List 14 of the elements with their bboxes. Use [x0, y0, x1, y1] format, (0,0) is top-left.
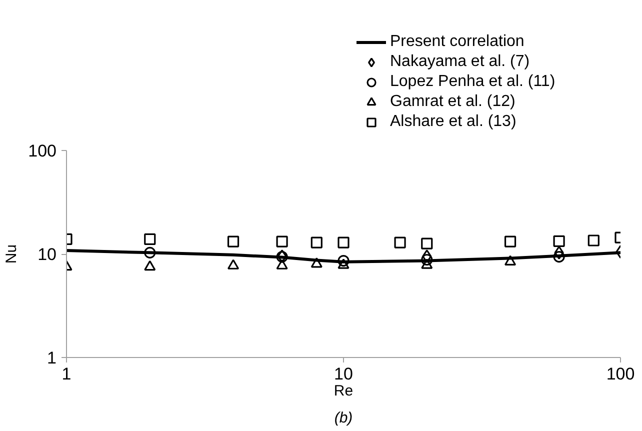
x-tick-label: 1	[62, 364, 72, 384]
y-tick-label: 1	[47, 348, 57, 368]
legend-label: Present correlation	[390, 33, 524, 51]
y-tick-label: 10	[38, 245, 57, 264]
x-tick-label: 100	[606, 364, 635, 384]
legend-label: Nakayama et al. (7)	[390, 53, 530, 71]
text: (b)	[334, 410, 353, 426]
y-tick-label: 100	[28, 142, 57, 160]
legend-label: Lopez Penha et al. (11)	[390, 73, 556, 91]
y-axis-title: Nu	[3, 244, 20, 264]
legend-label: Gamrat et al. (12)	[390, 93, 516, 111]
x-axis-title: Re	[334, 382, 354, 400]
x-tick-label: 10	[334, 364, 353, 384]
legend-label: Alshare et al. (13)	[390, 113, 516, 131]
